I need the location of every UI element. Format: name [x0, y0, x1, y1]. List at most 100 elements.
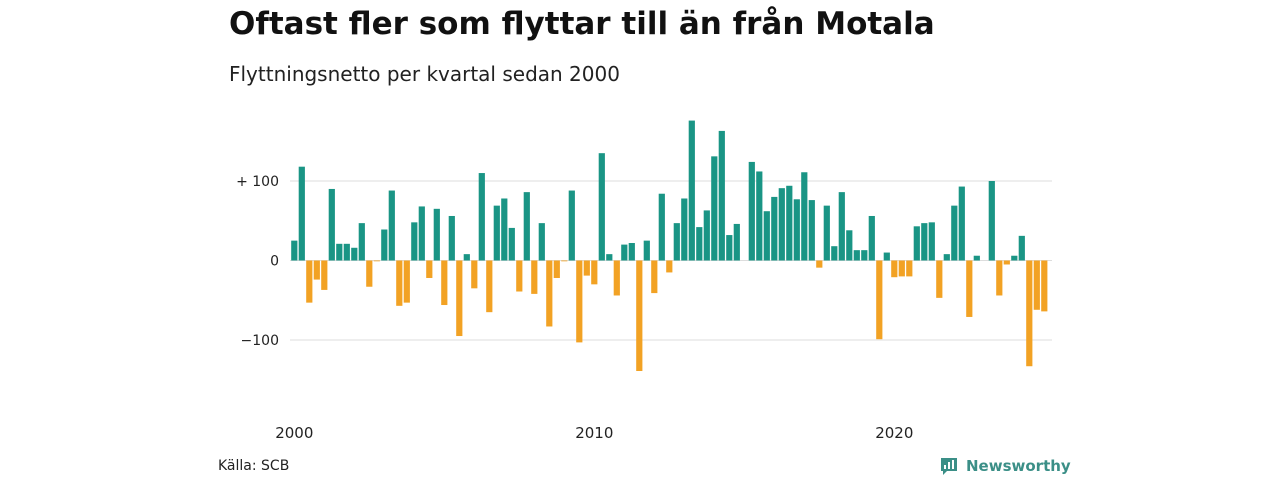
brand-name: Newsworthy: [966, 457, 1071, 475]
bar: [396, 260, 403, 306]
bar: [636, 260, 643, 372]
bar: [448, 215, 455, 261]
bar: [591, 260, 598, 285]
bar: [906, 260, 913, 277]
bar: [891, 260, 898, 278]
bar: [651, 260, 658, 294]
chart-title: Oftast fler som flyttar till än från Mot…: [229, 6, 935, 42]
newsworthy-logo-icon: [941, 458, 957, 475]
bar: [1033, 260, 1040, 310]
bar: [313, 260, 320, 280]
bar: [658, 193, 665, 261]
bar: [733, 223, 740, 261]
bar: [531, 260, 538, 294]
bar: [756, 171, 763, 261]
bar: [336, 243, 343, 261]
bar: [493, 205, 500, 261]
bar: [388, 190, 395, 261]
bar: [486, 260, 493, 313]
bar: [666, 260, 673, 273]
bar: [546, 260, 553, 327]
source-note: Källa: SCB: [218, 458, 290, 474]
bar: [478, 173, 485, 261]
bar: [996, 260, 1003, 296]
bar: [711, 156, 718, 261]
bar: [1026, 260, 1033, 367]
bar: [921, 223, 928, 261]
bar: [538, 223, 545, 261]
bar: [306, 260, 313, 303]
bar: [913, 226, 920, 261]
bar: [838, 192, 845, 261]
bar: [786, 185, 793, 261]
bar: [343, 243, 350, 261]
x-tick-label: 2020: [875, 424, 913, 442]
bar: [696, 227, 703, 261]
bar: [778, 188, 785, 261]
bar: [411, 222, 418, 261]
bar: [943, 254, 950, 261]
bar: [613, 260, 620, 296]
chart-subtitle: Flyttningsnetto per kvartal sedan 2000: [229, 62, 620, 86]
y-tick-label: 0: [270, 254, 279, 270]
bar: [801, 172, 808, 261]
bar: [1003, 260, 1010, 265]
bar: [598, 153, 605, 261]
bar: [568, 190, 575, 261]
bars: [291, 120, 1048, 372]
bar: [673, 223, 680, 261]
bar: [771, 196, 778, 261]
bar: [418, 206, 425, 261]
bar: [501, 198, 508, 261]
bar: [426, 260, 433, 278]
bar: [606, 254, 613, 261]
bar: [1011, 255, 1018, 261]
bar: [681, 198, 688, 261]
bar: [583, 260, 590, 276]
x-axis-ticks: 2000 2010 2020: [275, 424, 913, 442]
bar: [958, 186, 965, 261]
bar: [576, 260, 583, 343]
bar: [471, 260, 478, 289]
bar: [381, 229, 388, 261]
bar: [846, 230, 853, 261]
bar: [816, 260, 823, 268]
bar: [868, 215, 875, 261]
bar: [861, 250, 868, 261]
bar: [988, 181, 995, 261]
bar: [928, 222, 935, 261]
bar: [898, 260, 905, 277]
bar: [643, 240, 650, 261]
bar: [298, 166, 305, 261]
bar: [621, 244, 628, 261]
y-tick-label: + 100: [236, 174, 279, 190]
y-tick-label: −100: [241, 333, 279, 349]
bar: [973, 255, 980, 261]
bar: [328, 188, 335, 261]
bar: [523, 192, 530, 261]
bar: [808, 200, 815, 261]
x-tick-label: 2000: [275, 424, 313, 442]
bar: [763, 211, 770, 261]
bar: [516, 260, 523, 292]
x-tick-label: 2010: [575, 424, 613, 442]
bar: [718, 130, 725, 261]
bar: [883, 252, 890, 261]
bar: [951, 205, 958, 261]
bar: [441, 260, 448, 306]
brand-logo[interactable]: Newsworthy: [939, 456, 1071, 476]
bar: [351, 247, 358, 261]
bar: [373, 260, 380, 262]
bar: [831, 246, 838, 261]
bar: [553, 260, 560, 278]
bar: [966, 260, 973, 317]
bar: [456, 260, 463, 337]
bar: [748, 161, 755, 261]
bar: [726, 235, 733, 261]
bar: [628, 243, 635, 261]
bar: [463, 254, 470, 261]
bar: [1041, 260, 1048, 312]
bar: [508, 227, 515, 261]
y-axis-ticks: + 100 0 −100: [236, 174, 279, 349]
